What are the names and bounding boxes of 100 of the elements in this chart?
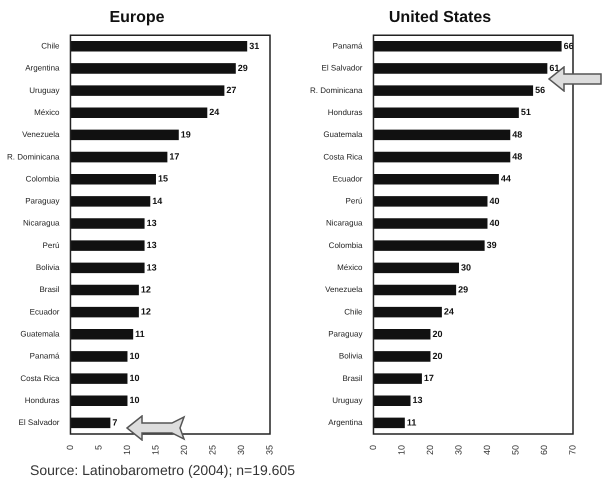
x-tick-label: 70 [567, 444, 578, 456]
bar [70, 85, 224, 96]
bar [373, 85, 534, 96]
y-tick-label: Ecuador [30, 307, 60, 316]
bar [373, 395, 411, 406]
y-tick-label: Nicaragua [22, 218, 60, 228]
x-tick-label: 30 [453, 444, 464, 456]
y-tick-label: Nicaragua [326, 218, 364, 228]
bar [373, 41, 562, 52]
bar [373, 152, 510, 162]
bar [70, 418, 110, 428]
bar [373, 262, 459, 274]
bar [373, 130, 510, 140]
y-tick-label: Colombia [328, 240, 364, 250]
data-label: 12 [140, 306, 151, 317]
x-tick-label: 20 [178, 444, 189, 456]
bar [70, 41, 248, 52]
bar [70, 63, 236, 74]
data-label: 14 [152, 196, 162, 206]
bar [373, 284, 456, 296]
data-label: 44 [500, 174, 511, 184]
bar [373, 351, 430, 362]
data-label: 19 [180, 129, 191, 140]
bar [70, 152, 168, 162]
y-tick-label: R. Dominicana [310, 86, 364, 95]
bar [373, 418, 405, 428]
data-label: 51 [520, 107, 531, 118]
y-tick-label: México [34, 108, 60, 117]
y-tick-label: Perú [346, 196, 362, 206]
bar [373, 240, 485, 251]
data-label: 13 [146, 262, 157, 272]
data-label: 29 [238, 62, 248, 73]
data-label: 11 [406, 417, 416, 428]
x-tick-label: 10 [396, 444, 406, 456]
x-tick-label: 20 [424, 444, 435, 456]
bar [70, 130, 179, 140]
data-label: 40 [489, 196, 500, 206]
data-label: 13 [412, 395, 423, 406]
y-tick-label: Ecuador [332, 174, 363, 184]
bar [373, 218, 488, 229]
bar [70, 107, 208, 118]
x-tick-label: 30 [236, 444, 246, 456]
y-tick-label: Brasil [342, 374, 363, 383]
data-label: 10 [129, 373, 140, 384]
y-tick-label: Colombia [26, 174, 60, 184]
y-tick-label: Paraguay [25, 196, 60, 206]
data-label: 7 [112, 417, 118, 428]
bar [373, 107, 519, 118]
bar [70, 240, 145, 251]
y-tick-label: Chile [344, 307, 364, 316]
x-tick-label: 25 [207, 444, 218, 456]
y-tick-label: Panamá [30, 352, 60, 361]
y-tick-label: Honduras [24, 396, 60, 405]
data-label: 12 [140, 284, 151, 294]
y-tick-label: Paraguay [328, 329, 362, 338]
y-tick-label: Argentina [25, 64, 60, 73]
x-tick-label: 15 [150, 444, 160, 456]
x-tick-label: 10 [122, 444, 132, 456]
data-label: 10 [129, 395, 140, 406]
x-tick-label: 35 [264, 444, 274, 456]
y-tick-label: R. Dominicana [6, 152, 60, 162]
data-label: 48 [512, 152, 522, 162]
bar [373, 196, 488, 207]
data-label: 39 [486, 240, 497, 250]
bar [70, 196, 150, 207]
bar [70, 329, 134, 340]
bar [373, 329, 430, 340]
y-tick-label: Guatemala [323, 130, 364, 140]
data-label: 31 [249, 40, 260, 51]
bar [373, 373, 422, 384]
y-tick-label: Honduras [328, 108, 362, 117]
x-tick-label: 50 [510, 444, 520, 456]
data-label: 13 [146, 218, 157, 228]
data-label: 20 [432, 328, 442, 339]
y-tick-label: Venezuela [325, 285, 364, 294]
data-label: 17 [424, 373, 434, 384]
y-tick-label: Uruguay [29, 86, 60, 95]
data-label: 10 [129, 350, 140, 361]
x-tick-label: 40 [482, 444, 492, 456]
y-tick-label: El Salvador [18, 418, 60, 428]
bar [70, 218, 145, 229]
bar [70, 373, 128, 384]
x-tick-label: 0 [64, 444, 75, 450]
data-label: 17 [169, 152, 180, 162]
data-label: 11 [135, 328, 145, 339]
bar [373, 174, 499, 184]
data-label: 29 [458, 284, 468, 294]
data-label: 20 [432, 350, 442, 361]
x-tick-label: 5 [93, 444, 104, 450]
data-label: 13 [146, 240, 157, 250]
y-tick-label: Costa Rica [323, 152, 364, 162]
y-tick-label: Chile [41, 41, 60, 50]
data-label: 30 [460, 262, 471, 272]
y-tick-label: Brasil [39, 285, 60, 294]
y-tick-label: Costa Rica [20, 374, 60, 383]
y-tick-label: Panamá [332, 41, 364, 50]
y-tick-label: Perú [42, 240, 60, 250]
y-tick-label: Guatemala [20, 329, 60, 338]
y-tick-label: Bolivia [338, 352, 364, 361]
chart-title: Europe [109, 9, 165, 26]
